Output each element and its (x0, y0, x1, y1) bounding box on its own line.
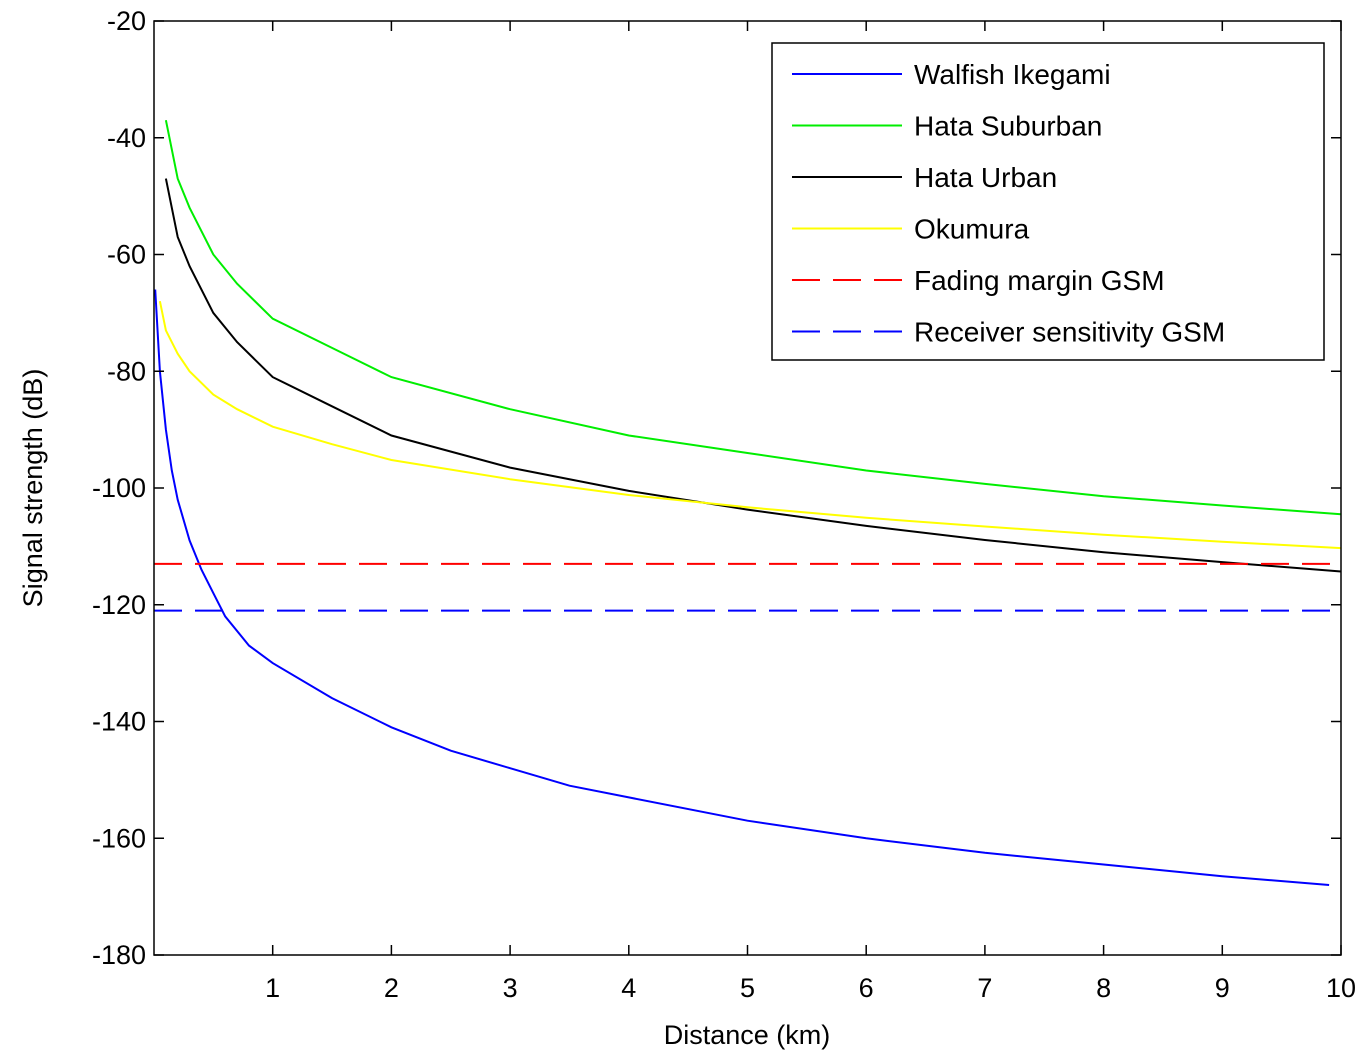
series-line-okumura (158, 300, 1342, 550)
legend-label-hata-urban: Hata Urban (914, 162, 1057, 193)
legend-label-receiver-sensitivity-gsm: Receiver sensitivity GSM (914, 317, 1225, 348)
legend-label-okumura: Okumura (914, 214, 1030, 245)
legend-label-hata-suburban: Hata Suburban (914, 111, 1102, 142)
y-tick-label: -100 (92, 473, 146, 503)
x-axis-label: Distance (km) (664, 1020, 831, 1050)
legend: Walfish Ikegami Hata Suburban Hata Urban Ok… (771, 42, 1325, 361)
series-layer (154, 120, 1342, 886)
legend-label-walfish-ikegami: Walfish Ikegami (914, 59, 1111, 90)
y-tick-label: -80 (107, 356, 146, 386)
x-tick-label: 1 (265, 973, 280, 1003)
x-tick-label: 3 (503, 973, 518, 1003)
legend-box (771, 42, 1325, 361)
legend-label-fading-margin-gsm: Fading margin GSM (914, 265, 1165, 296)
y-tick-label: -20 (107, 6, 146, 36)
y-tick-label: -120 (92, 590, 146, 620)
series-line-walfish-ikegami (154, 289, 1330, 886)
y-tick-label: -40 (107, 123, 146, 153)
x-tick-label: 4 (621, 973, 636, 1003)
x-tick-label: 10 (1326, 973, 1356, 1003)
y-tick-label: -180 (92, 940, 146, 970)
x-tick-label: 9 (1215, 973, 1230, 1003)
x-tick-label: 6 (859, 973, 874, 1003)
x-tick-label: 5 (740, 973, 755, 1003)
series-line-hata-urban (164, 178, 1342, 573)
y-tick-label: -140 (92, 707, 146, 737)
y-tick-label: -60 (107, 240, 146, 270)
series-line-hata-suburban (164, 120, 1342, 516)
x-tick-label: 2 (384, 973, 399, 1003)
tick-labels: 1 2 3 4 5 6 7 8 9 10 -20 -40 -60 -80 -100 -120 -140 -160 -… (92, 6, 1356, 1003)
ticks-layer (154, 20, 1342, 956)
x-tick-label: 7 (977, 973, 992, 1003)
y-axis-label: Signal strength (dB) (18, 369, 48, 608)
x-tick-label: 8 (1096, 973, 1111, 1003)
y-tick-label: -160 (92, 823, 146, 853)
